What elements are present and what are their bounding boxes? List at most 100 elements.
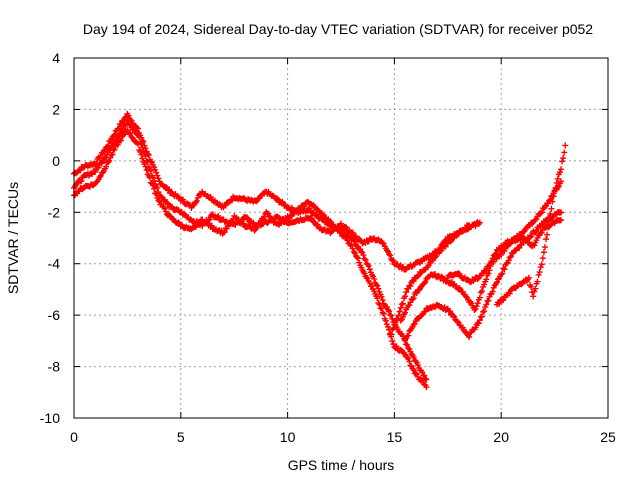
- data-point: [415, 286, 422, 293]
- x-axis-label: GPS time / hours: [288, 457, 395, 473]
- data-point: [128, 134, 135, 141]
- series-4: [387, 222, 473, 338]
- data-point: [360, 252, 367, 259]
- data-point: [455, 270, 462, 277]
- data-point: [410, 278, 417, 285]
- data-point: [397, 304, 404, 311]
- data-point: [380, 310, 387, 317]
- data-point: [155, 197, 162, 204]
- x-tick-label: 25: [600, 429, 616, 445]
- data-point: [357, 237, 364, 244]
- data-point: [152, 190, 159, 197]
- data-point: [422, 278, 429, 285]
- data-point: [406, 358, 413, 365]
- x-tick-label: 20: [493, 429, 509, 445]
- data-point: [474, 300, 481, 307]
- data-point: [105, 159, 112, 166]
- data-point: [77, 167, 84, 174]
- data-point: [462, 225, 469, 232]
- data-point: [256, 221, 263, 228]
- data-point: [533, 228, 540, 235]
- data-point: [338, 220, 344, 227]
- data-point: [461, 226, 468, 233]
- data-point: [419, 369, 426, 376]
- data-point: [364, 275, 371, 282]
- data-point: [318, 210, 325, 217]
- data-point: [482, 267, 489, 274]
- data-point: [525, 274, 532, 281]
- data-point: [489, 288, 496, 295]
- data-point: [130, 126, 137, 133]
- data-point: [356, 259, 363, 266]
- data-point: [503, 260, 510, 267]
- data-point: [161, 205, 168, 212]
- data-point: [534, 278, 541, 285]
- data-point: [382, 317, 389, 324]
- data-point: [506, 241, 513, 248]
- data-point: [472, 324, 479, 331]
- data-point: [152, 166, 159, 173]
- data-point: [558, 178, 565, 185]
- data-point: [139, 144, 146, 151]
- data-point: [386, 308, 393, 315]
- data-point: [438, 247, 445, 254]
- data-point: [532, 229, 539, 236]
- data-point: [115, 125, 122, 132]
- data-point: [410, 321, 417, 328]
- data-point: [221, 229, 228, 236]
- data-point: [387, 311, 394, 318]
- data-point: [167, 213, 174, 220]
- data-point: [222, 202, 229, 209]
- series-6: [402, 208, 565, 343]
- data-point: [349, 245, 356, 252]
- data-point: [403, 289, 410, 296]
- data-point: [101, 154, 108, 161]
- data-point: [498, 271, 505, 278]
- data-point: [472, 305, 479, 312]
- y-tick-label: -10: [40, 410, 60, 426]
- data-point: [348, 241, 355, 248]
- data-point: [386, 251, 393, 258]
- data-point: [153, 190, 160, 197]
- data-point: [150, 182, 157, 189]
- data-point: [561, 149, 568, 156]
- data-point: [349, 229, 356, 236]
- data-point: [114, 142, 121, 149]
- data-point: [143, 167, 150, 174]
- data-point: [395, 312, 402, 319]
- data-point: [235, 216, 242, 223]
- series-7: [444, 217, 565, 286]
- data-point: [344, 237, 351, 244]
- data-point: [311, 203, 318, 210]
- data-point: [556, 169, 563, 176]
- data-point: [92, 168, 99, 175]
- data-point: [366, 266, 373, 273]
- data-point: [355, 255, 362, 262]
- data-point: [106, 157, 113, 164]
- data-point: [301, 203, 308, 210]
- data-point: [426, 259, 433, 266]
- data-point: [506, 290, 513, 297]
- data-point: [559, 158, 566, 165]
- data-point: [125, 112, 132, 119]
- data-point: [136, 134, 143, 141]
- data-point: [446, 308, 453, 315]
- data-point: [537, 264, 544, 271]
- data-point: [429, 257, 436, 264]
- data-point: [371, 275, 378, 282]
- data-point: [390, 325, 397, 332]
- data-point: [546, 216, 553, 223]
- data-point: [530, 293, 537, 300]
- data-point: [531, 288, 538, 295]
- data-point: [532, 216, 539, 223]
- data-point: [422, 308, 429, 315]
- data-point: [535, 271, 542, 278]
- data-point: [365, 262, 372, 269]
- data-point: [433, 253, 440, 260]
- y-tick-label: 0: [52, 153, 60, 169]
- data-point: [343, 224, 350, 231]
- data-point: [99, 158, 106, 165]
- data-point: [552, 184, 559, 191]
- data-point: [319, 211, 326, 218]
- data-point: [532, 285, 539, 292]
